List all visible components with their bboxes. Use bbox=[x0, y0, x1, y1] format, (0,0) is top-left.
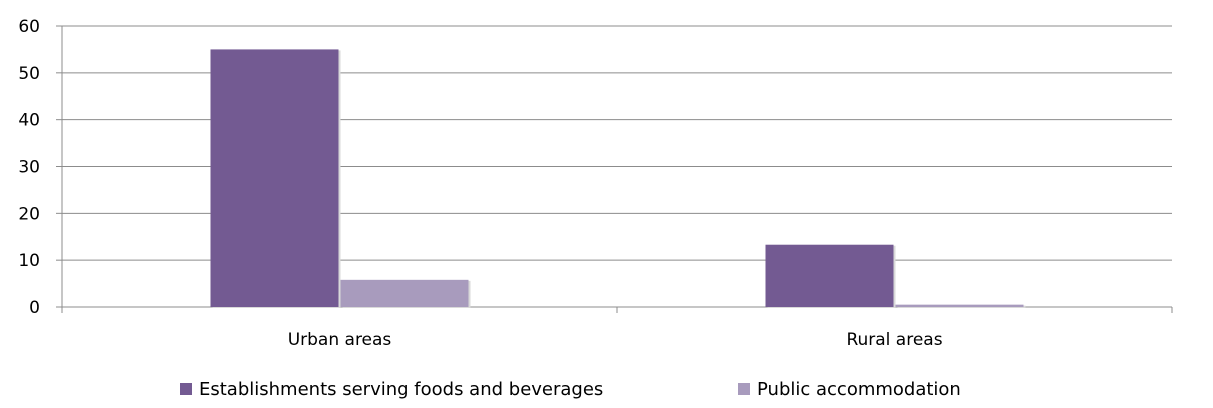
bar-establishments-rural bbox=[765, 244, 894, 307]
legend: Establishments serving foods and beverag… bbox=[180, 379, 961, 400]
y-tick-label: 40 bbox=[18, 111, 40, 131]
y-tick-label: 50 bbox=[18, 64, 40, 84]
y-tick-label: 20 bbox=[18, 204, 40, 224]
bar-public-accommodation-urban bbox=[340, 279, 469, 307]
y-tick-label: 30 bbox=[18, 158, 40, 178]
y-tick-label: 60 bbox=[18, 17, 40, 37]
legend-swatch bbox=[738, 383, 750, 395]
legend-swatch bbox=[180, 383, 192, 395]
x-category-label: Urban areas bbox=[288, 330, 392, 350]
legend-label: Public accommodation bbox=[757, 379, 961, 400]
x-category-label: Rural areas bbox=[846, 330, 942, 350]
y-tick-label: 10 bbox=[18, 251, 40, 271]
y-tick-label: 0 bbox=[29, 298, 40, 318]
bars bbox=[210, 49, 1026, 309]
y-axis-tick-labels: 0 10 20 30 40 50 60 bbox=[18, 17, 40, 318]
legend-label: Establishments serving foods and beverag… bbox=[199, 379, 603, 400]
bar-establishments-urban bbox=[210, 49, 339, 308]
bar-public-accommodation-rural bbox=[895, 304, 1024, 307]
x-axis-category-labels: Urban areas Rural areas bbox=[288, 330, 943, 350]
